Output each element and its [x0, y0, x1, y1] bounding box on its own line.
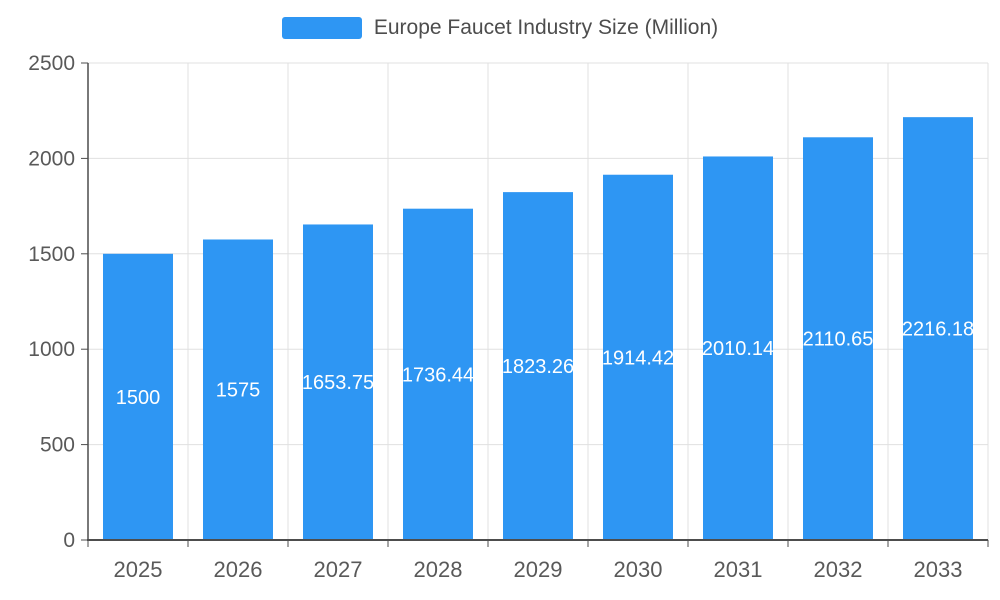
x-tick-label: 2025 [114, 557, 163, 582]
bar-value-label: 2010.14 [702, 338, 774, 360]
bar-value-label: 1500 [116, 387, 161, 409]
x-tick-label: 2029 [514, 557, 563, 582]
x-tick-label: 2027 [314, 557, 363, 582]
legend-swatch [281, 17, 362, 39]
x-tick-label: 2026 [214, 557, 263, 582]
y-tick-label: 1000 [28, 338, 75, 361]
y-tick-label: 2500 [28, 52, 75, 75]
bar[interactable] [803, 137, 873, 541]
legend-label: Europe Faucet Industry Size (Million) [373, 16, 719, 39]
x-tick-label: 2032 [814, 557, 863, 582]
bar[interactable] [203, 239, 273, 541]
legend[interactable]: Europe Faucet Industry Size (Million) [0, 16, 1000, 40]
y-tick-label: 1500 [28, 243, 75, 266]
bar-value-label: 1914.42 [602, 347, 674, 369]
x-tick-label: 2028 [414, 557, 463, 582]
bar-value-label: 2110.65 [803, 329, 874, 351]
bar[interactable] [603, 174, 673, 540]
bar[interactable] [503, 192, 573, 540]
bar[interactable] [703, 156, 773, 541]
x-tick-label: 2030 [614, 557, 663, 582]
bar-value-label: 1575 [216, 380, 261, 402]
bar-value-label: 1653.75 [302, 372, 374, 394]
y-tick-label: 2000 [28, 147, 75, 170]
bar-value-label: 1736.44 [402, 364, 474, 386]
bar[interactable] [303, 224, 373, 541]
x-tick-label: 2033 [914, 557, 963, 582]
x-tick-label: 2031 [714, 557, 763, 582]
bar-value-label: 1823.26 [502, 356, 574, 378]
y-tick-label: 500 [40, 434, 75, 457]
bar[interactable] [103, 253, 173, 541]
y-tick-label: 0 [63, 529, 75, 552]
bar[interactable] [403, 208, 473, 540]
bar[interactable] [903, 117, 973, 540]
bar-value-label: 2216.18 [902, 319, 974, 341]
